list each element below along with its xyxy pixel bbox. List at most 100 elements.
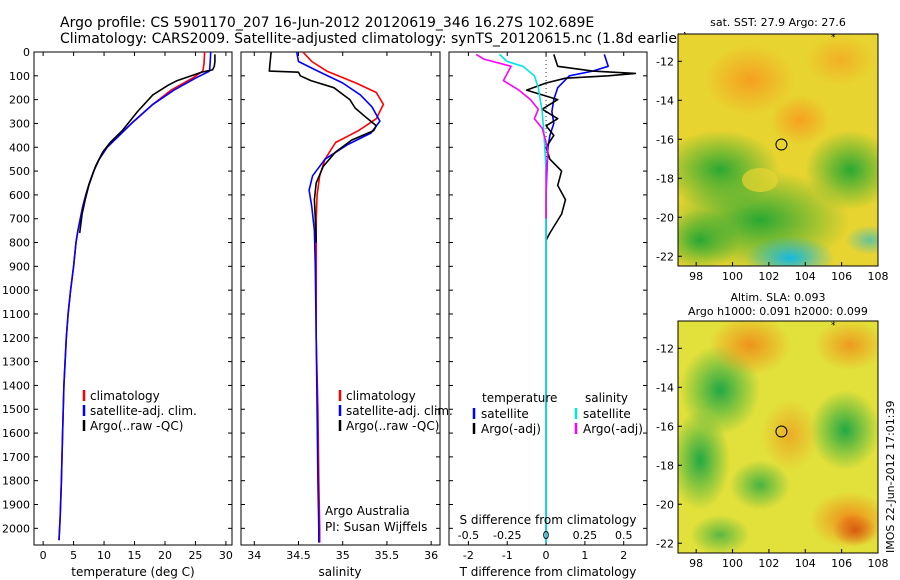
legend-label: climatology	[90, 389, 160, 403]
x-tick-label: 35.5	[375, 549, 400, 562]
difference-axes-frame	[448, 51, 648, 546]
s-difference-axis: -0.5 -0.25 0 0.25 0.5	[458, 529, 633, 542]
map-lon-label: 98	[689, 557, 703, 570]
legend-label: satellite-adj. clim.	[90, 404, 197, 418]
depth-tick-label: 1200	[2, 332, 30, 345]
temperature-argo-raw-qc-line	[78, 54, 216, 234]
depth-tick-label: 600	[9, 189, 30, 202]
x-tick-label: 25	[188, 549, 202, 562]
depth-tick-label: 2000	[2, 522, 30, 535]
x-tick-label: 1	[581, 549, 588, 562]
t-difference-xlabel: T difference from climatology	[459, 565, 637, 579]
x-tick-label: 30	[219, 549, 233, 562]
x-tick-label: 20	[158, 549, 172, 562]
map-lon-label: 104	[795, 270, 816, 283]
sla-map-panel: Altim. SLA: 0.093 Argo h1000: 0.091 h200…	[656, 291, 888, 570]
map-lat-label: -14	[656, 94, 674, 107]
x-tick-label: 0	[40, 549, 47, 562]
x-tick-label: 2	[620, 549, 627, 562]
header-line-2: Climatology: CARS2009. Satellite-adjuste…	[60, 31, 688, 47]
x-tick-label: 34	[247, 549, 261, 562]
map-lat-label: -22	[656, 250, 674, 263]
t-difference-axis: -2 -1 0 1 2	[449, 51, 647, 562]
x-tick-label: 35	[336, 549, 350, 562]
x-tick-label: 10	[97, 549, 111, 562]
sst-heatmap	[678, 34, 878, 266]
depth-tick-label: 1900	[2, 499, 30, 512]
depth-tick-label: 900	[9, 260, 30, 273]
difference-legend: temperature salinitysatelliteArgo(-adj)sa…	[472, 391, 643, 436]
depth-tick-label: 100	[9, 70, 30, 83]
difference-satellite-salinity-line	[498, 53, 547, 543]
sst-map-frame	[677, 33, 879, 267]
s-tick-label: 0	[543, 529, 550, 542]
map-lat-label: -18	[656, 172, 674, 185]
sla-argo-location-marker	[775, 425, 788, 438]
map-lat-label: -14	[656, 381, 674, 394]
legend-label: Argo(-adj)	[583, 422, 643, 436]
credit-line-2: PI: Susan Wijffels	[325, 520, 427, 534]
difference-argo-adj-temperature-line	[525, 54, 637, 241]
legend-title-temperature: temperature	[482, 391, 557, 405]
legend-label: climatology	[346, 389, 416, 403]
sla-map-subtitle: Argo h1000: 0.091 h2000: 0.099	[688, 305, 868, 318]
temperature-xlabel: temperature (deg C)	[71, 565, 194, 579]
depth-tick-label: 0	[23, 46, 30, 59]
map-lon-label: 100	[722, 270, 743, 283]
sla-map-axes: 98 100 102 104 106 108 -12 -14 -16 -18 -20 -22	[656, 342, 888, 570]
salinity-panel: 34 34.5 35 35.5 36 salinity climatologysatel…	[240, 51, 453, 579]
salinity-argo-raw-qc-line	[268, 52, 378, 243]
salinity-axis: 34 34.5 35 35.5 36	[241, 51, 440, 562]
s-tick-label: 0.25	[573, 529, 598, 542]
legend-label: satellite	[583, 407, 631, 421]
depth-tick-label: 1000	[2, 284, 30, 297]
salinity-axes-frame	[240, 51, 441, 546]
x-tick-label: 0	[543, 549, 550, 562]
depth-tick-label: 1800	[2, 475, 30, 488]
x-tick-label: 5	[70, 549, 77, 562]
credit-line-1: Argo Australia	[325, 504, 410, 518]
map-lat-label: -12	[656, 342, 674, 355]
map-lon-label: 108	[868, 557, 889, 570]
legend-label: satellite	[481, 407, 529, 421]
depth-tick-label: 300	[9, 117, 30, 130]
map-lon-label: 98	[689, 270, 703, 283]
legend-label: Argo(..raw -QC)	[90, 419, 183, 433]
salinity-satellite-adj-clim-line	[295, 52, 381, 543]
legend-label: satellite-adj. clim.	[346, 404, 453, 418]
depth-tick-label: 1500	[2, 403, 30, 416]
map-lon-label: 104	[795, 557, 816, 570]
s-tick-label: 0.5	[615, 529, 633, 542]
depth-tick-label: 200	[9, 94, 30, 107]
sla-north-marker: *	[831, 321, 836, 331]
s-tick-label: -0.25	[493, 529, 521, 542]
map-lat-label: -16	[656, 133, 674, 146]
sla-map-frame	[677, 320, 879, 554]
legend-label: Argo(-adj)	[481, 422, 541, 436]
map-lon-label: 106	[831, 557, 852, 570]
salinity-xlabel: salinity	[318, 565, 361, 579]
sla-map-title: Altim. SLA: 0.093	[730, 291, 825, 304]
difference-satellite-temperature-line	[545, 54, 610, 543]
sst-north-marker: *	[831, 33, 836, 43]
depth-tick-label: 1700	[2, 451, 30, 464]
map-lon-label: 102	[758, 557, 779, 570]
temperature-satellite-adj-clim-line	[58, 52, 212, 541]
map-lon-label: 100	[722, 557, 743, 570]
depth-tick-label: 1100	[2, 308, 30, 321]
legend-title-salinity: salinity	[585, 391, 628, 405]
x-tick-label: 34.5	[286, 549, 311, 562]
difference-argo-adj-salinity-line	[475, 53, 549, 219]
depth-tick-label: 500	[9, 165, 30, 178]
legend-label: Argo(..raw -QC)	[346, 419, 439, 433]
map-lon-label: 102	[758, 270, 779, 283]
x-tick-label: 15	[128, 549, 142, 562]
imos-timestamp: IMOS 22-Jun-2012 17:01:39	[884, 400, 897, 553]
sst-map-title: sat. SST: 27.9 Argo: 27.6	[710, 16, 846, 29]
temperature-panel: 0100200300400500600700800900100011001200…	[2, 46, 233, 579]
sst-map-panel: sat. SST: 27.9 Argo: 27.6 * 98 100 102 104 1…	[656, 16, 888, 283]
header-line-1: Argo profile: CS 5901170_207 16-Jun-2012…	[60, 15, 594, 31]
temperature-axes-frame	[33, 51, 233, 546]
